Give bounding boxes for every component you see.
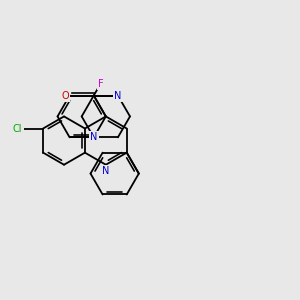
Text: N: N	[102, 166, 110, 176]
Text: F: F	[98, 79, 103, 89]
Text: N: N	[114, 91, 122, 100]
Text: N: N	[90, 132, 98, 142]
Text: O: O	[61, 91, 69, 100]
Text: Cl: Cl	[13, 124, 22, 134]
